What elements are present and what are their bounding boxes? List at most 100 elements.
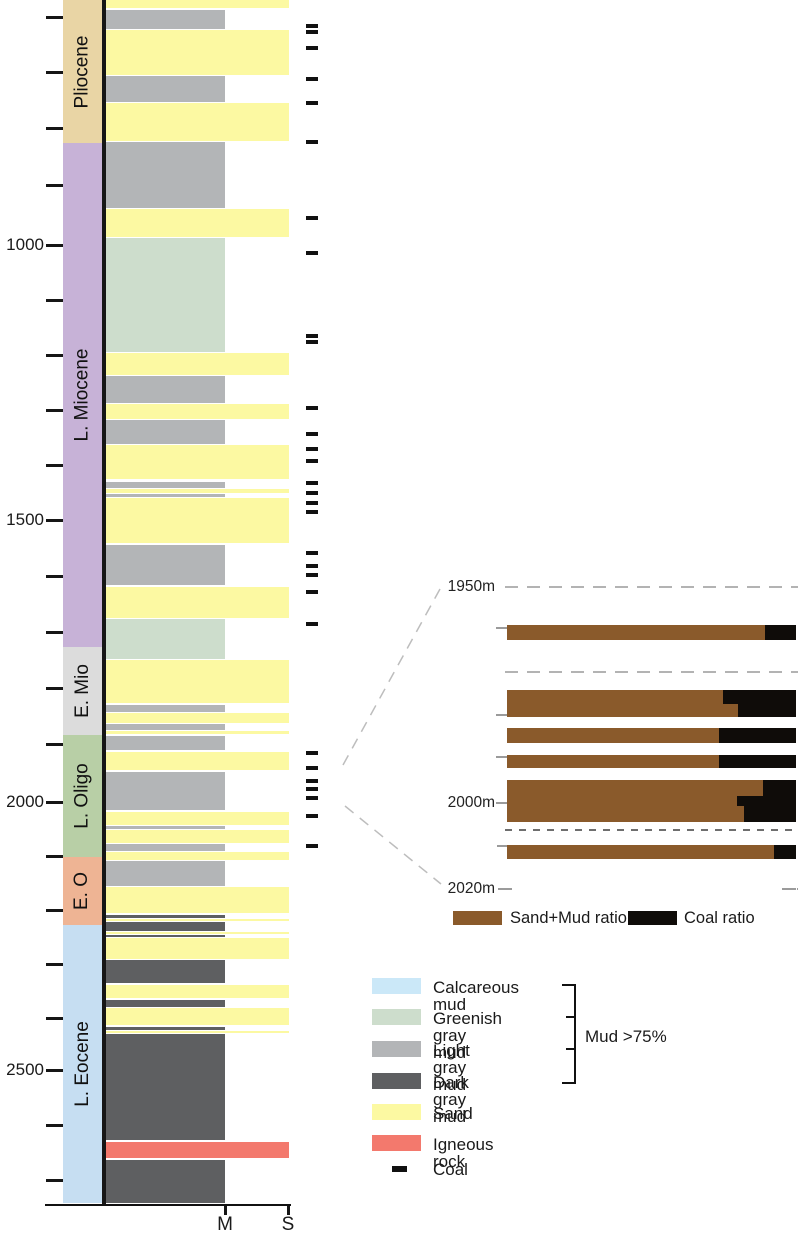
lith-interval-light_gray_mud [106, 705, 225, 712]
legend-swatch-dark-gray-mud [372, 1073, 421, 1089]
epoch-label: E. Mio [71, 664, 93, 718]
coal-mark [306, 573, 318, 577]
legend-label: Igneous rock [433, 1135, 494, 1171]
coal-mark [306, 622, 318, 626]
coal-mark [306, 814, 318, 818]
depth-minor-tick [46, 631, 63, 634]
inset-dashed-line [505, 671, 798, 673]
inset-bar-coal [763, 780, 796, 796]
coal-mark [306, 751, 318, 755]
coal-mark [306, 564, 318, 568]
legend-label: Light gray mud [433, 1041, 470, 1094]
depth-major-tick [46, 244, 63, 247]
connector-line-top [342, 588, 441, 766]
coal-mark [306, 216, 318, 220]
legend-swatch-igneous-rock [372, 1135, 421, 1151]
epoch-band-l-miocene: L. Miocene [63, 143, 102, 647]
lith-interval-sand [106, 445, 289, 479]
depth-minor-tick [46, 909, 63, 912]
grain-size-tick-m [224, 1206, 227, 1215]
coal-mark [306, 501, 318, 505]
lith-interval-sand [106, 731, 289, 734]
lith-interval-sand [106, 404, 289, 419]
inset-bar-sand-mud [507, 755, 719, 768]
lith-interval-light_gray_mud [106, 861, 225, 886]
inset-bar-coal [719, 728, 796, 743]
inset-bar-coal [744, 806, 796, 822]
lith-interval-sand [106, 812, 289, 825]
coal-mark [306, 481, 318, 485]
legend-label: Sand [433, 1104, 473, 1123]
coal-mark [306, 447, 318, 451]
inset-depth-label: 2020m [447, 880, 495, 897]
inset-dashed-line [505, 829, 798, 831]
lith-interval-dark_gray_mud [106, 935, 225, 937]
inset-bar-coal [737, 796, 796, 806]
inset-bar-sand-mud [507, 845, 774, 859]
sand-mud-ratio-label: Sand+Mud ratio [510, 909, 627, 927]
lith-interval-sand [106, 752, 289, 770]
inset-left-tick [496, 714, 507, 716]
legend-label: Greenish gray mud [433, 1009, 502, 1062]
lith-interval-dark_gray_mud [106, 1160, 225, 1203]
lith-interval-dark_gray_mud [106, 1000, 225, 1007]
depth-minor-tick [46, 743, 63, 746]
coal-mark [306, 140, 318, 144]
lith-interval-sand [106, 985, 289, 998]
inset-left-tick [496, 627, 507, 629]
legend-swatch-sand [372, 1104, 421, 1120]
lith-interval-sand [106, 1008, 289, 1025]
coal-mark [306, 334, 318, 338]
depth-tick-label: 1500 [6, 510, 44, 529]
depth-tick-label: 1000 [6, 235, 44, 254]
lith-interval-sand [106, 353, 289, 375]
coal-mark [306, 24, 318, 28]
inset-bar-sand-mud [507, 780, 763, 796]
coal-mark [306, 406, 318, 410]
lith-interval-sand [106, 1031, 289, 1033]
coal-mark [306, 787, 318, 791]
depth-minor-tick [46, 687, 63, 690]
grain-size-tick-s [287, 1206, 290, 1215]
lith-interval-light_gray_mud [106, 772, 225, 810]
inset-depth-label: 1950m [447, 578, 495, 595]
lith-interval-light_gray_mud [106, 724, 225, 730]
bracket-arm-mid2 [566, 1048, 576, 1050]
depth-tick-label: 2500 [6, 1060, 44, 1079]
lith-interval-sand [106, 852, 289, 860]
depth-minor-tick [46, 855, 63, 858]
coal-ratio-label: Coal ratio [684, 909, 755, 927]
epoch-label: L. Oligo [71, 763, 93, 829]
depth-minor-tick [46, 16, 63, 19]
coal-mark [306, 459, 318, 463]
lith-interval-light_gray_mud [106, 76, 225, 102]
depth-minor-tick [46, 299, 63, 302]
lith-interval-sand [106, 209, 289, 237]
lith-interval-dark_gray_mud [106, 1034, 225, 1140]
lith-interval-sand [106, 919, 289, 921]
depth-minor-tick [46, 464, 63, 467]
connector-line-bottom [344, 805, 442, 885]
lith-interval-sand [106, 938, 289, 959]
inset-bar-coal [738, 704, 796, 717]
legend-label: Calcareous mud [433, 978, 519, 1014]
depth-major-tick [46, 1069, 63, 1072]
lith-interval-greenish_gray_mud [106, 619, 225, 659]
coal-mark [306, 844, 318, 848]
inset-bar-sand-mud [507, 806, 744, 822]
epoch-label: Pliocene [71, 35, 93, 108]
coal-mark [306, 766, 318, 770]
lith-interval-light_gray_mud [106, 545, 225, 585]
epoch-band-l-oligo: L. Oligo [63, 735, 102, 857]
inset-bar-sand-mud [507, 796, 737, 806]
coal-mark [306, 340, 318, 344]
epoch-band-e-mio: E. Mio [63, 647, 102, 735]
lith-interval-sand [106, 713, 289, 723]
column-divider-line [102, 0, 106, 1205]
lith-interval-light_gray_mud [106, 376, 225, 403]
lith-interval-dark_gray_mud [106, 1027, 225, 1030]
lith-interval-sand [106, 0, 289, 8]
inset-bar-coal [774, 845, 796, 859]
depth-tick-label: 2000 [6, 792, 44, 811]
